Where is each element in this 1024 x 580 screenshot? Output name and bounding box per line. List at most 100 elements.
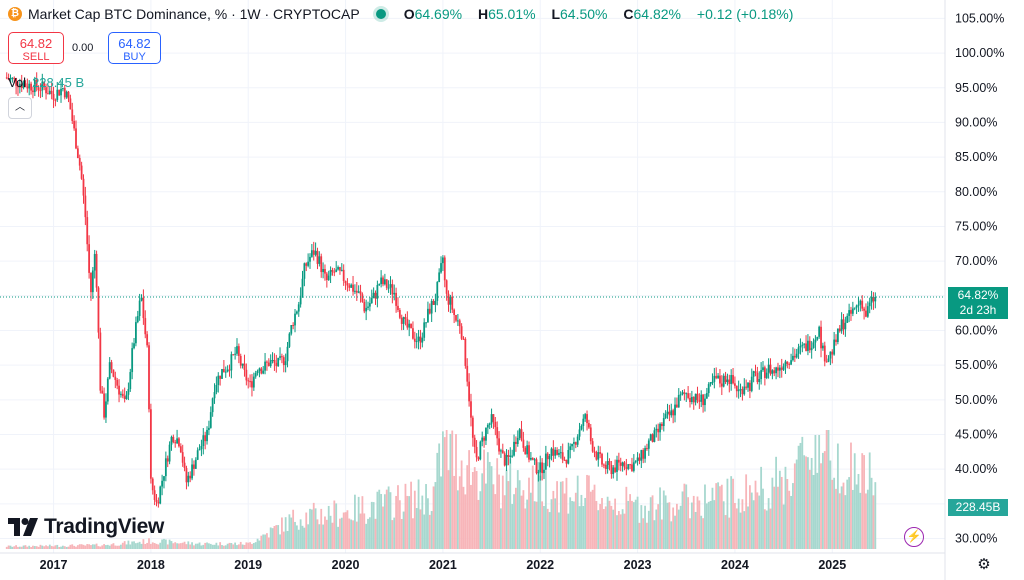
- candle-body: [359, 291, 362, 295]
- candle-body: [664, 413, 667, 419]
- volume-bar: [763, 509, 766, 549]
- candle-body: [705, 393, 708, 399]
- volume-bar: [762, 488, 764, 549]
- volume-bar: [299, 519, 302, 549]
- volume-bar: [602, 509, 605, 549]
- candle-body: [524, 447, 527, 455]
- candle-body: [215, 384, 218, 393]
- volume-bar: [440, 476, 442, 549]
- volume-bar: [850, 442, 852, 549]
- candle-body: [39, 90, 42, 92]
- candle-body: [406, 318, 409, 328]
- gear-icon[interactable]: ⚙: [977, 556, 991, 573]
- volume-bar: [421, 495, 424, 549]
- volume-bar: [758, 495, 761, 549]
- volume-bar: [840, 486, 843, 549]
- lightning-icon[interactable]: ⚡: [904, 527, 924, 547]
- candle-body: [398, 309, 401, 318]
- candle-body: [535, 459, 538, 474]
- candle-body: [859, 300, 862, 305]
- volume-bar: [719, 486, 721, 549]
- candle-body: [243, 363, 246, 370]
- candle-body: [350, 284, 353, 288]
- candle-body: [312, 250, 315, 255]
- volume-bar: [37, 546, 40, 549]
- volume-bar: [868, 452, 871, 549]
- volume-bar: [118, 545, 120, 549]
- candle-body: [767, 364, 770, 373]
- candle-body: [88, 244, 91, 273]
- volume-bar: [479, 491, 482, 549]
- tradingview-logo[interactable]: TradingView: [8, 515, 164, 539]
- volume-bar: [610, 505, 613, 549]
- volume-bar: [621, 509, 624, 549]
- volume-bar: [498, 474, 500, 549]
- volume-bar: [662, 490, 665, 549]
- y-tick-label: 40.00%: [955, 462, 997, 476]
- close-value: 64.82%: [633, 6, 681, 22]
- volume-bar: [559, 481, 562, 549]
- volume-bar: [853, 453, 856, 549]
- candle-body: [690, 396, 693, 403]
- candle-body: [211, 398, 214, 413]
- candle-body: [748, 382, 751, 391]
- candle-body: [799, 345, 802, 348]
- buy-button[interactable]: 64.82 BUY: [108, 32, 161, 64]
- volume-bar: [872, 495, 875, 549]
- candle-body: [120, 393, 122, 395]
- candle-body: [241, 363, 244, 366]
- candle-body: [724, 375, 727, 383]
- volume-bar: [874, 482, 877, 549]
- candle-body: [475, 446, 478, 458]
- candle-body: [262, 370, 265, 374]
- candle-body: [234, 353, 237, 355]
- candle-body: [735, 385, 738, 392]
- volume-bar: [52, 546, 55, 549]
- candle-body: [47, 93, 49, 95]
- volume-bar: [106, 544, 109, 549]
- volume-bar: [194, 543, 197, 549]
- volume-bar: [185, 544, 188, 549]
- volume-bar: [683, 483, 686, 549]
- candle-body: [45, 87, 47, 94]
- collapse-legend-button[interactable]: ︿: [8, 97, 32, 119]
- volume-bar: [163, 538, 165, 549]
- candle-body: [531, 457, 534, 460]
- volume-bar: [865, 493, 867, 549]
- sell-button[interactable]: 64.82 SELL: [8, 32, 64, 64]
- candle-body: [623, 462, 626, 468]
- volume-bar: [256, 538, 259, 549]
- candle-body: [146, 334, 149, 346]
- volume-bar: [432, 486, 435, 549]
- volume-bar: [617, 511, 620, 549]
- volume-bar: [460, 460, 463, 549]
- volume-bar: [5, 546, 8, 549]
- candle-body: [228, 369, 231, 371]
- time-axis[interactable]: 2017 2018 2019 2020 2021 2022 2023 2024 2025: [0, 552, 945, 572]
- candle-body: [292, 325, 295, 327]
- candle-body: [63, 88, 66, 98]
- candle-body: [166, 458, 169, 462]
- volume-bar: [251, 543, 253, 549]
- candle-body: [140, 297, 143, 301]
- volume-bar: [582, 505, 585, 549]
- candle-body: [580, 426, 583, 430]
- volume-bar: [363, 513, 366, 549]
- candle-body: [434, 300, 437, 305]
- candle-body: [713, 375, 716, 382]
- volume-bar: [503, 495, 506, 549]
- candle-body: [370, 298, 373, 304]
- volume-bar: [157, 544, 160, 549]
- candle-body: [256, 371, 259, 374]
- volume-bar: [698, 500, 701, 549]
- volume-bar: [745, 474, 748, 549]
- volume-bar: [754, 480, 757, 549]
- candle-body: [576, 436, 579, 445]
- volume-bar: [30, 547, 32, 549]
- volume-bar: [799, 442, 802, 549]
- candle-body: [90, 272, 92, 293]
- candle-body: [801, 344, 804, 346]
- candle-body: [151, 478, 154, 491]
- candle-body: [537, 472, 540, 474]
